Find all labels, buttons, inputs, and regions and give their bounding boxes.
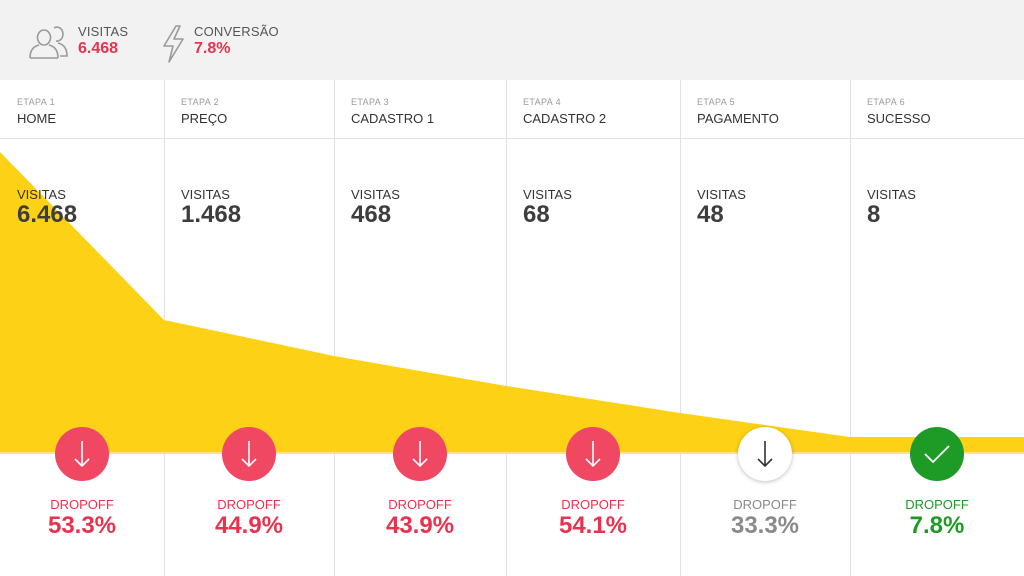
summary-bar: VISITAS 6.468 CONVERSÃO 7.8% (0, 0, 1024, 80)
check-icon (924, 445, 950, 464)
stage-visits-value: 468 (351, 201, 392, 228)
arrow-down-icon (757, 441, 773, 468)
arrow-down-icon (412, 441, 428, 468)
stage-name: PAGAMENTO (697, 111, 779, 126)
stage-visits-value: 6.468 (17, 201, 78, 228)
dropoff-badge (55, 427, 109, 481)
dropoff-badge (738, 427, 792, 481)
stage-visits-label: VISITAS (867, 187, 916, 202)
arrow-down-icon (585, 441, 601, 468)
stage-visits-label: VISITAS (697, 187, 746, 202)
stage-step: ETAPA 6 (867, 97, 905, 107)
dropoff-value: 33.3% (730, 512, 800, 539)
conversion-summary: CONVERSÃO 7.8% (160, 24, 279, 64)
stage-visits-label: VISITAS (181, 187, 230, 202)
stage-visits-value: 68 (523, 201, 550, 228)
stage-step: ETAPA 4 (523, 97, 561, 107)
dropoff-badge (566, 427, 620, 481)
stage-name: HOME (17, 111, 56, 126)
dropoff-value: 44.9% (214, 512, 284, 539)
funnel-area (0, 152, 1024, 452)
stage-visits-label: VISITAS (523, 187, 572, 202)
stage-name: CADASTRO 2 (523, 111, 607, 126)
dropoff-value: 53.3% (47, 512, 117, 539)
funnel-stages: ETAPA 1 HOME VISITAS 6.468 DROPOFF 53.3% ETAPA… (0, 80, 1024, 576)
stage-column: ETAPA 6 SUCESSO VISITAS 8 DROPOFF 7.8% (850, 80, 1024, 576)
arrow-down-icon (74, 441, 90, 468)
stage-column: ETAPA 1 HOME VISITAS 6.468 DROPOFF 53.3% (0, 80, 164, 576)
stage-name: CADASTRO 1 (351, 111, 435, 126)
funnel-chart (0, 80, 1024, 576)
stage-visits-value: 8 (867, 201, 881, 228)
stage-visits-value: 1.468 (181, 201, 242, 228)
stage-step: ETAPA 2 (181, 97, 219, 107)
conversion-value: 7.8% (194, 40, 231, 57)
stage-column: ETAPA 2 PREÇO VISITAS 1.468 DROPOFF 44.9% (164, 80, 334, 576)
dropoff-label: DROPOFF (50, 497, 114, 512)
dropoff-label: DROPOFF (217, 497, 281, 512)
lightning-icon (163, 25, 184, 63)
stage-step: ETAPA 1 (17, 97, 55, 107)
conversion-label: CONVERSÃO (194, 24, 279, 39)
users-icon (29, 26, 68, 59)
visits-summary: VISITAS 6.468 (24, 24, 128, 64)
visits-value: 6.468 (78, 40, 119, 57)
stage-visits-value: 48 (697, 201, 724, 228)
visits-label: VISITAS (78, 24, 129, 39)
stage-visits-label: VISITAS (351, 187, 400, 202)
stage-step: ETAPA 5 (697, 97, 735, 107)
stage-name: SUCESSO (867, 111, 931, 126)
stage-column: ETAPA 5 PAGAMENTO VISITAS 48 DROPOFF 33.3% (680, 80, 850, 576)
stage-column: ETAPA 4 CADASTRO 2 VISITAS 68 DROPOFF 54.1% (506, 80, 680, 576)
dropoff-label: DROPOFF (561, 497, 625, 512)
dropoff-value: 43.9% (385, 512, 455, 539)
dropoff-label: DROPOFF (388, 497, 452, 512)
dropoff-badge (222, 427, 276, 481)
dropoff-badge (393, 427, 447, 481)
stage-name: PREÇO (181, 111, 228, 126)
dropoff-value: 7.8% (909, 512, 965, 539)
stage-step: ETAPA 3 (351, 97, 389, 107)
dropoff-label: DROPOFF (733, 497, 797, 512)
dropoff-label: DROPOFF (905, 497, 969, 512)
dropoff-value: 54.1% (558, 512, 628, 539)
stage-column: ETAPA 3 CADASTRO 1 VISITAS 468 DROPOFF 43.9% (334, 80, 506, 576)
arrow-down-icon (241, 441, 257, 468)
stage-visits-label: VISITAS (17, 187, 66, 202)
dropoff-badge (910, 427, 964, 481)
